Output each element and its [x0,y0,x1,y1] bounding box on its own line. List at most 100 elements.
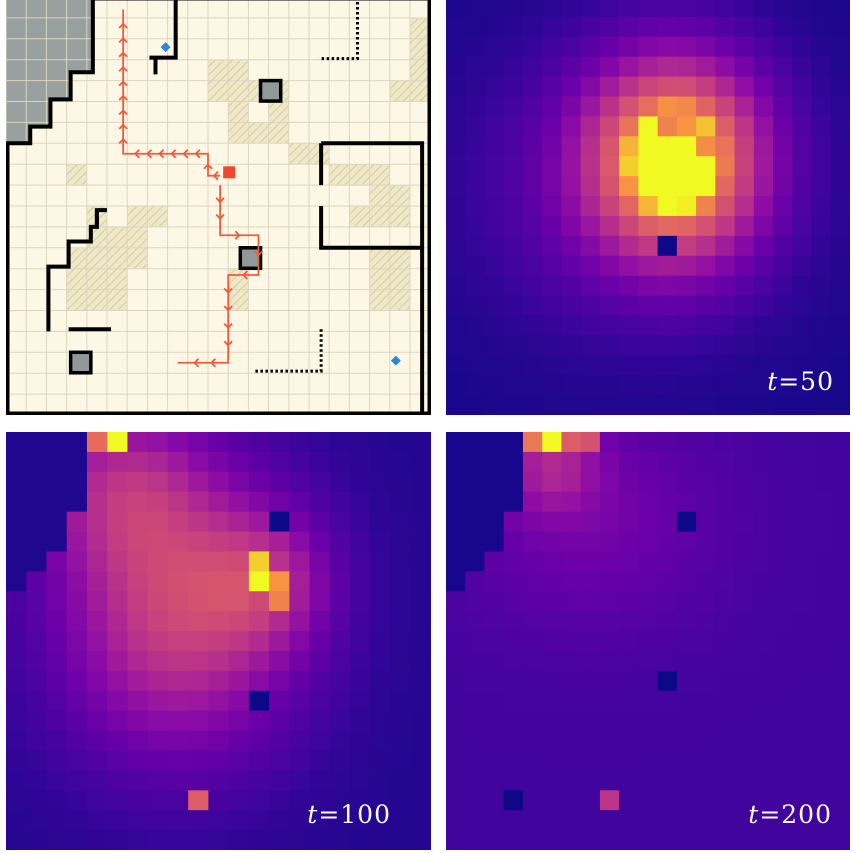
heat-cell [465,432,486,453]
heat-cell [753,116,774,137]
heat-cell [638,215,659,237]
heat-cell [734,96,755,118]
arrowhead [210,358,217,368]
heat-cell [86,471,108,493]
heat-cell [792,176,813,197]
heat-cell [269,451,290,473]
heat-cell [542,750,563,771]
heat-cell [147,571,169,592]
heat-cell [289,790,311,811]
heat-cell [147,750,169,771]
heat-cell [542,511,563,533]
heat-cell [676,710,697,732]
heat-cell [522,830,543,850]
heat-cell [66,451,88,473]
heat-cell [46,830,68,850]
heat-cell [734,551,755,572]
heat-cell [830,571,850,592]
heat-cell [86,451,108,473]
heat-cell [329,491,351,513]
heat-cell [167,491,189,513]
heat-cell [676,196,697,217]
heat-cell [167,451,189,473]
heat-cell [599,491,620,513]
heat-cell [753,295,774,317]
heat-cell [465,395,486,415]
heat-cell [86,531,108,553]
heat-cell [580,56,601,78]
heat-cell [86,810,108,831]
heat-cell [715,375,736,396]
heat-cell [147,770,169,791]
heat-cell [465,670,486,692]
heat-cell [696,511,716,533]
heat-cell [350,511,371,533]
heat-cell [410,631,431,652]
heat-cell [269,591,290,612]
heat-cell [503,335,524,356]
heat-cell [542,810,563,831]
heat-cell [830,511,850,533]
heat-cell [830,255,850,277]
heat-cell [66,551,88,572]
heat-cell [26,551,48,572]
heat-cell [503,432,524,453]
heat-cell [773,471,793,493]
heat-cell [66,710,88,732]
heat-cell [657,770,678,791]
heat-cell [542,255,563,277]
heat-cell [86,511,108,533]
arrowhead [134,149,140,159]
heat-cell [773,275,793,297]
hatched-tile [389,268,410,290]
heat-cell [86,770,108,791]
heat-cell [676,275,697,297]
heat-cell [657,730,678,752]
heat-cell [561,136,582,157]
heat-cell [503,156,524,177]
heat-cell [561,491,582,513]
heat-cell [580,295,601,317]
heat-cell [561,196,582,217]
heat-cell [715,116,736,137]
heat-cell [676,335,697,356]
heat-cell [350,471,371,493]
hatched-tile [349,164,370,186]
heat-cell [26,770,48,791]
heat-cell [228,810,250,831]
heat-cell [792,432,813,453]
heat-cell [753,571,774,592]
heat-cell [446,76,466,98]
heat-cell [228,710,250,732]
heat-cell [248,670,270,692]
wall-segment [6,0,95,146]
heat-cell [410,730,431,752]
heat-cell [370,770,392,791]
heat-cell [638,790,659,811]
heat-cell [599,670,620,692]
heat-cell [446,571,466,592]
heat-cell [561,275,582,297]
heat-cell [147,730,169,752]
heat-cell [147,432,169,453]
heat-cell [127,432,149,453]
heat-cell [522,355,543,376]
heat-cell [696,96,716,118]
heat-cell [107,690,129,712]
heat-cell [248,531,270,553]
heat-cell [484,275,505,297]
heat-cell [753,196,774,217]
heat-cell [773,631,793,652]
heat-cell [127,810,149,831]
heat-cell [773,511,793,533]
heat-cell [329,571,351,592]
heat-cell [599,176,620,197]
heat-cell [811,730,832,752]
heat-cell [309,451,331,473]
heat-cell [350,432,371,453]
heat-cell [269,810,290,831]
heat-cell [503,96,524,118]
dotted-walls [254,0,359,373]
heat-cell [446,710,466,732]
heat-cell [127,471,149,493]
